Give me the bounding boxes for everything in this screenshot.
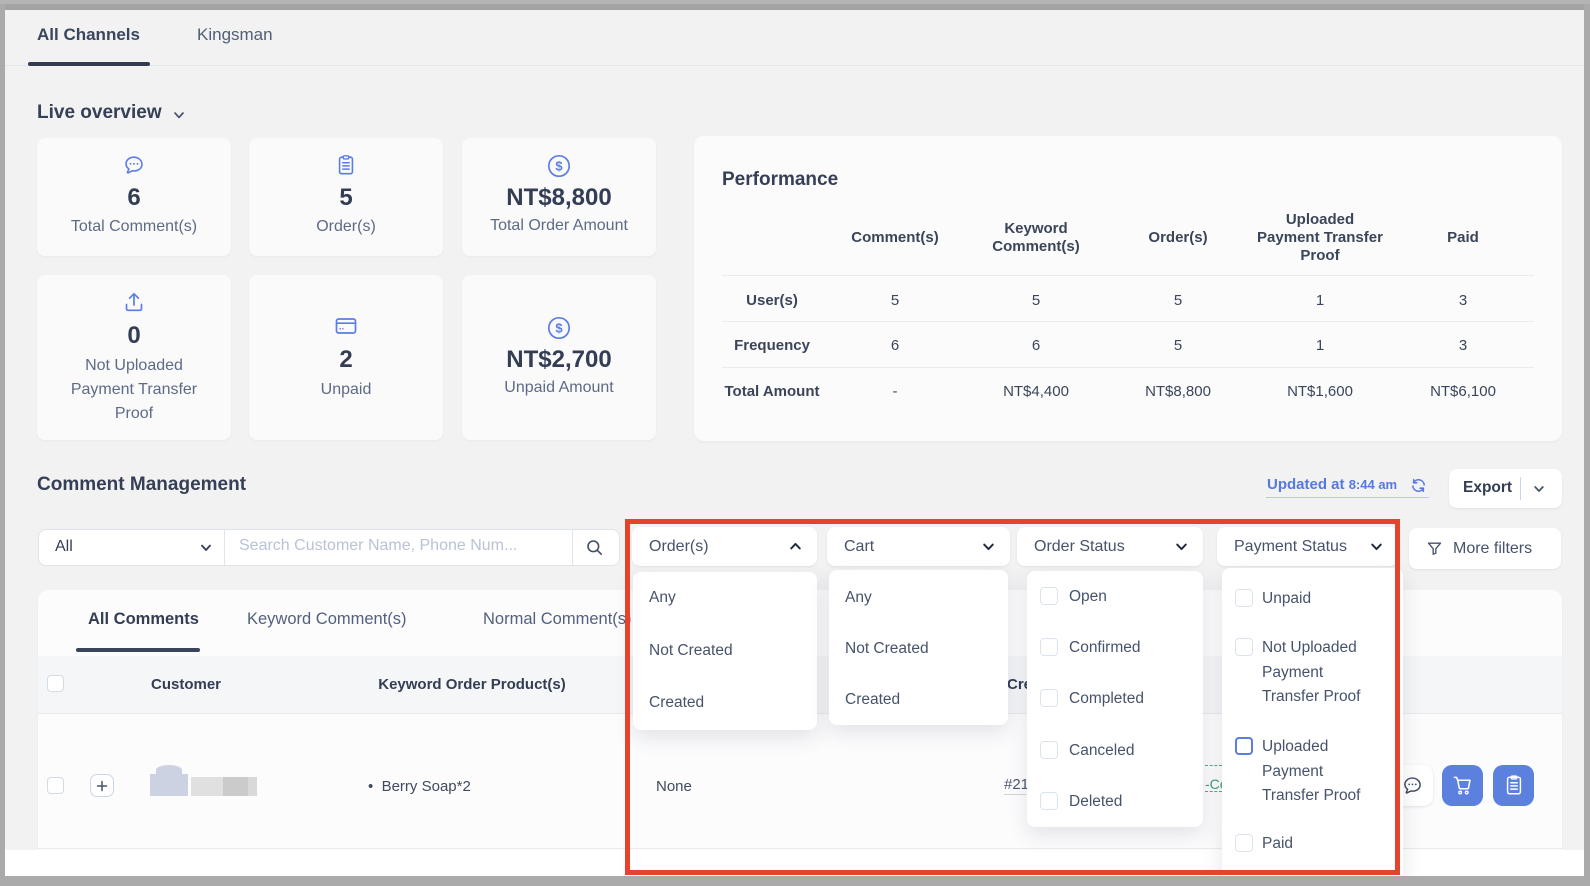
svg-text:$: $ (555, 321, 563, 336)
svg-text:$: $ (555, 159, 563, 174)
